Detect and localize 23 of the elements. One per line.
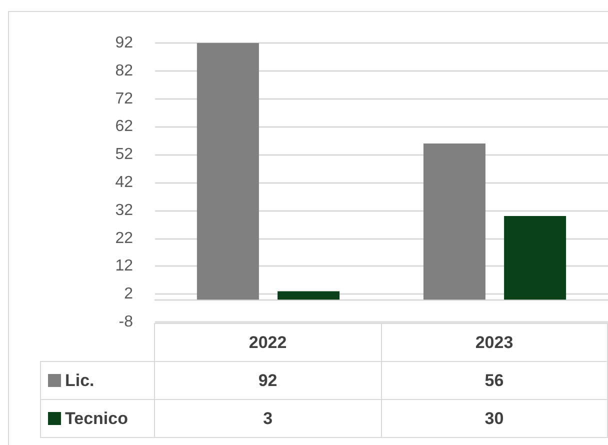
y-tick-label: 92: [115, 34, 134, 52]
data-label: 92: [154, 362, 382, 400]
y-tick-label: 42: [115, 174, 134, 191]
legend-label: Tecnico: [40, 400, 155, 438]
legend-label: Lic.: [40, 362, 155, 400]
data-label: 56: [381, 362, 608, 400]
data-label: 30: [381, 400, 608, 438]
x-tick-label: 2023: [381, 324, 608, 362]
y-tick-label: 22: [115, 230, 134, 247]
bar: [278, 291, 340, 300]
bar: [423, 143, 486, 300]
y-tick-label: 52: [115, 146, 134, 164]
y-tick-label: 2: [124, 286, 134, 303]
y-tick-label: 82: [115, 62, 134, 80]
data-label: 3: [154, 400, 382, 438]
x-tick-label: 2022: [154, 324, 382, 362]
bar: [504, 216, 566, 300]
y-tick-label: -8: [118, 314, 134, 330]
bar: [196, 43, 259, 300]
y-tick-label: 62: [115, 118, 134, 136]
y-tick-label: 12: [115, 258, 134, 275]
y-tick-label: 72: [115, 90, 134, 108]
y-tick-label: 32: [115, 202, 134, 219]
